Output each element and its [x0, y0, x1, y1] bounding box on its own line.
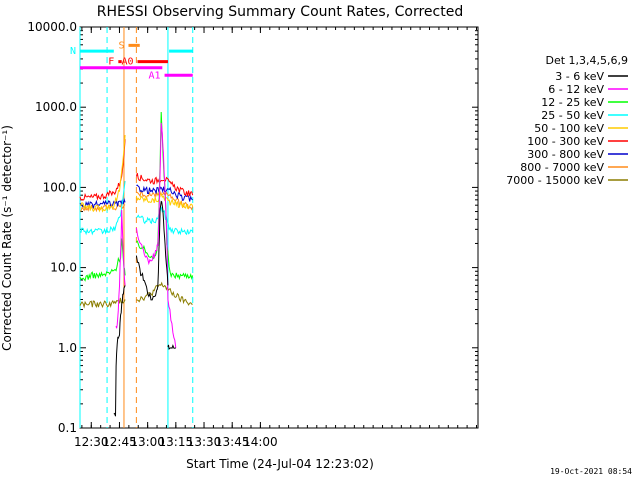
legend-entry-label: 3 - 6 keV	[555, 70, 604, 83]
series-line	[136, 184, 193, 202]
series-line	[113, 285, 126, 417]
y-tick-label: 10000.0	[27, 20, 77, 34]
series-line	[79, 197, 126, 209]
legend-entry-label: 12 - 25 keV	[541, 96, 604, 109]
legend-header: Det 1,3,4,5,6,9	[545, 54, 628, 67]
legend-entry-label: 100 - 300 keV	[527, 135, 604, 148]
series-line	[79, 297, 126, 309]
series-line	[135, 200, 169, 301]
y-axis-label: Corrected Count Rate (s⁻¹ detector⁻¹)	[0, 125, 14, 351]
x-tick-label: 14:00	[243, 435, 278, 449]
legend-entry-label: 300 - 800 keV	[527, 148, 604, 161]
x-tick-label: 13:30	[187, 435, 222, 449]
series-line	[136, 281, 193, 306]
y-tick-label: 10.0	[50, 261, 77, 275]
legend-entry-label: 800 - 7000 keV	[520, 161, 604, 174]
x-tick-label: 12:45	[102, 435, 137, 449]
series-line	[135, 193, 194, 209]
series-line	[79, 139, 126, 201]
series-line	[115, 209, 126, 329]
series-line	[167, 344, 177, 350]
flag-label: A0	[121, 57, 133, 68]
series-line	[135, 122, 177, 348]
y-tick-label: 1000.0	[35, 100, 77, 114]
legend-entry-label: 50 - 100 keV	[534, 122, 604, 135]
series-line	[136, 206, 194, 236]
footer-timestamp: 19-Oct-2021 08:54	[550, 467, 632, 476]
x-axis-label: Start Time (24-Jul-04 12:23:02)	[186, 457, 374, 471]
flag-label: S	[118, 40, 124, 51]
flag-label: F	[108, 57, 114, 68]
y-tick-label: 0.1	[58, 421, 77, 435]
y-tick-label: 1.0	[58, 341, 77, 355]
legend-entry-label: 6 - 12 keV	[548, 83, 604, 96]
series-line	[79, 134, 126, 213]
plot-area: 0.11.010.0100.01000.010000.012:3012:4513…	[27, 20, 479, 449]
legend-entry-label: 7000 - 15000 keV	[506, 174, 604, 187]
x-tick-label: 13:00	[130, 435, 165, 449]
x-tick-label: 13:15	[159, 435, 194, 449]
y-tick-label: 100.0	[43, 180, 77, 194]
flag-label: N	[70, 46, 76, 57]
flag-label: A1	[149, 70, 161, 81]
x-tick-label: 12:30	[74, 435, 109, 449]
series-line	[79, 180, 126, 236]
legend-entry-label: 25 - 50 keV	[541, 109, 604, 122]
chart-title: RHESSI Observing Summary Count Rates, Co…	[97, 4, 463, 20]
x-tick-label: 13:45	[215, 435, 250, 449]
